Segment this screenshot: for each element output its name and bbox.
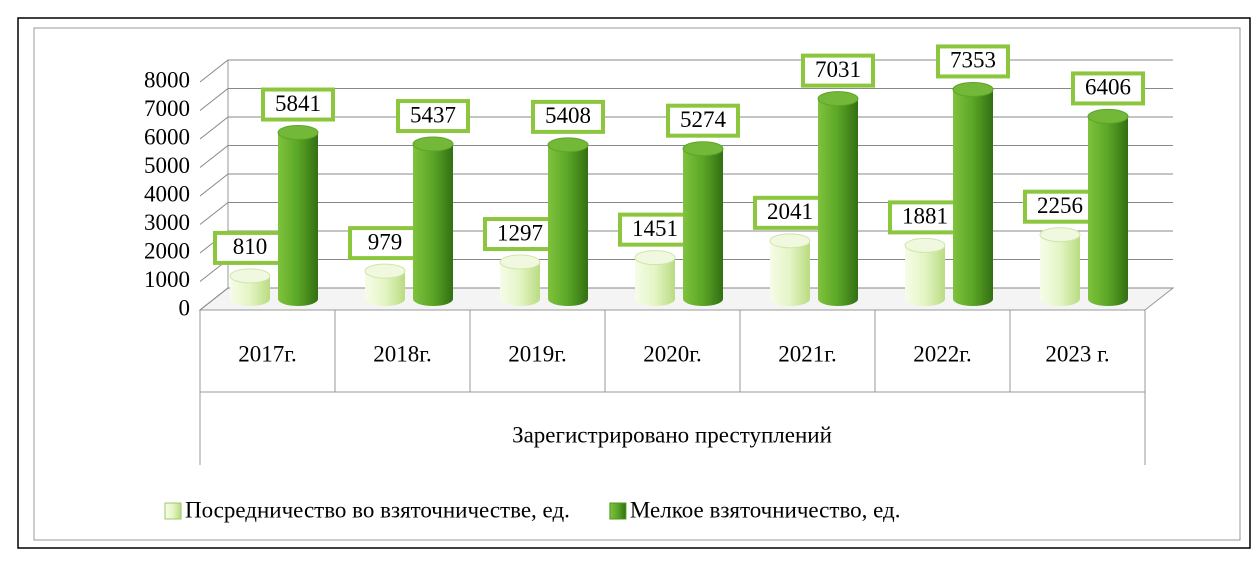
cylinder-body — [683, 148, 723, 306]
data-label-box — [261, 87, 335, 122]
grid-line — [199, 59, 1173, 83]
x-tick-label: 2019г. — [508, 341, 567, 366]
cylinder-body — [230, 275, 270, 306]
bar — [364, 263, 406, 306]
x-tick-label: 2018г. — [373, 341, 432, 366]
y-tick-label: 3000 — [144, 210, 190, 235]
data-label: 5274 — [680, 107, 727, 132]
y-tick-label: 8000 — [144, 67, 190, 92]
grid-line — [199, 88, 1173, 111]
data-label-box — [483, 217, 557, 252]
bar — [277, 125, 319, 306]
x-tick-label: 2023 г. — [1045, 341, 1109, 366]
data-label: 5437 — [410, 102, 456, 127]
data-label: 1451 — [632, 216, 678, 241]
y-tick-label: 6000 — [144, 124, 190, 149]
cylinder-top — [682, 141, 724, 157]
x-tick-label: 2017г. — [238, 341, 297, 366]
bar — [817, 91, 859, 306]
chart-frame — [33, 27, 1241, 541]
y-tick-label: 2000 — [144, 238, 190, 263]
bar — [412, 136, 454, 306]
data-label-box — [666, 103, 740, 138]
data-label: 1881 — [902, 204, 948, 229]
y-tick-label: 1000 — [144, 267, 190, 292]
cylinder-top — [904, 237, 946, 253]
data-label-box — [801, 53, 875, 88]
cylinder-body — [953, 89, 993, 306]
data-label: 5841 — [275, 91, 321, 116]
data-label-box — [396, 99, 470, 134]
cylinder-top — [1087, 108, 1129, 124]
x-tick-label: 2020г. — [643, 341, 702, 366]
cylinder-top — [229, 268, 271, 284]
cylinder-top — [277, 125, 319, 141]
cylinder-top — [412, 136, 454, 152]
cylinder-body — [548, 144, 588, 306]
bar — [682, 141, 724, 306]
data-label-box — [1071, 71, 1145, 106]
cylinder-body — [770, 240, 810, 306]
x-tick-label: 2022г. — [913, 341, 972, 366]
data-label: 5408 — [545, 103, 591, 128]
outer-frame — [17, 17, 1251, 549]
cylinder-body — [1088, 116, 1128, 306]
bar — [904, 237, 946, 306]
data-label: 2256 — [1037, 193, 1083, 218]
data-label-box — [531, 99, 605, 134]
data-label: 6406 — [1085, 75, 1131, 100]
x-axis-label: Зарегистрировано преступлений — [512, 422, 832, 447]
bar — [1087, 108, 1129, 306]
cylinder-body — [905, 245, 945, 306]
cylinder-top — [952, 81, 994, 97]
legend-marker — [609, 502, 627, 520]
cylinder-top — [634, 250, 676, 266]
cylinder-body — [278, 132, 318, 306]
cylinder-body — [1040, 234, 1080, 306]
y-tick-label: 0 — [179, 295, 191, 320]
data-label: 2041 — [767, 199, 813, 224]
cylinder-body — [413, 144, 453, 306]
bar — [769, 233, 811, 306]
cylinder-top — [769, 233, 811, 249]
legend-label: Мелкое взяточничество, ед. — [630, 497, 901, 522]
y-tick-label: 4000 — [144, 181, 190, 206]
cylinder-body — [365, 271, 405, 306]
y-tick-label: 7000 — [144, 96, 190, 121]
data-label: 810 — [233, 234, 268, 259]
data-label-box — [1023, 189, 1097, 224]
x-tick-label: 2021г. — [778, 341, 837, 366]
bar — [547, 137, 589, 306]
cylinder-top — [1039, 227, 1081, 243]
cylinder-top — [499, 254, 541, 270]
legend-label: Посредничество во взяточничестве, ед. — [185, 497, 570, 522]
cylinder-top — [817, 91, 859, 107]
bar — [1039, 227, 1081, 306]
data-label: 7353 — [950, 48, 996, 73]
cylinder-body — [818, 98, 858, 306]
data-label-box — [936, 44, 1010, 79]
cylinder-body — [635, 257, 675, 306]
data-label: 1297 — [497, 220, 543, 245]
cylinder-top — [547, 137, 589, 153]
data-label: 979 — [368, 229, 403, 254]
y-tick-label: 5000 — [144, 153, 190, 178]
bar — [952, 81, 994, 306]
legend-marker — [164, 502, 182, 520]
cylinder-top — [364, 263, 406, 279]
bar — [634, 250, 676, 306]
bar — [229, 268, 271, 306]
bar — [499, 254, 541, 306]
data-label: 7031 — [815, 57, 861, 82]
cylinder-body — [500, 262, 540, 306]
